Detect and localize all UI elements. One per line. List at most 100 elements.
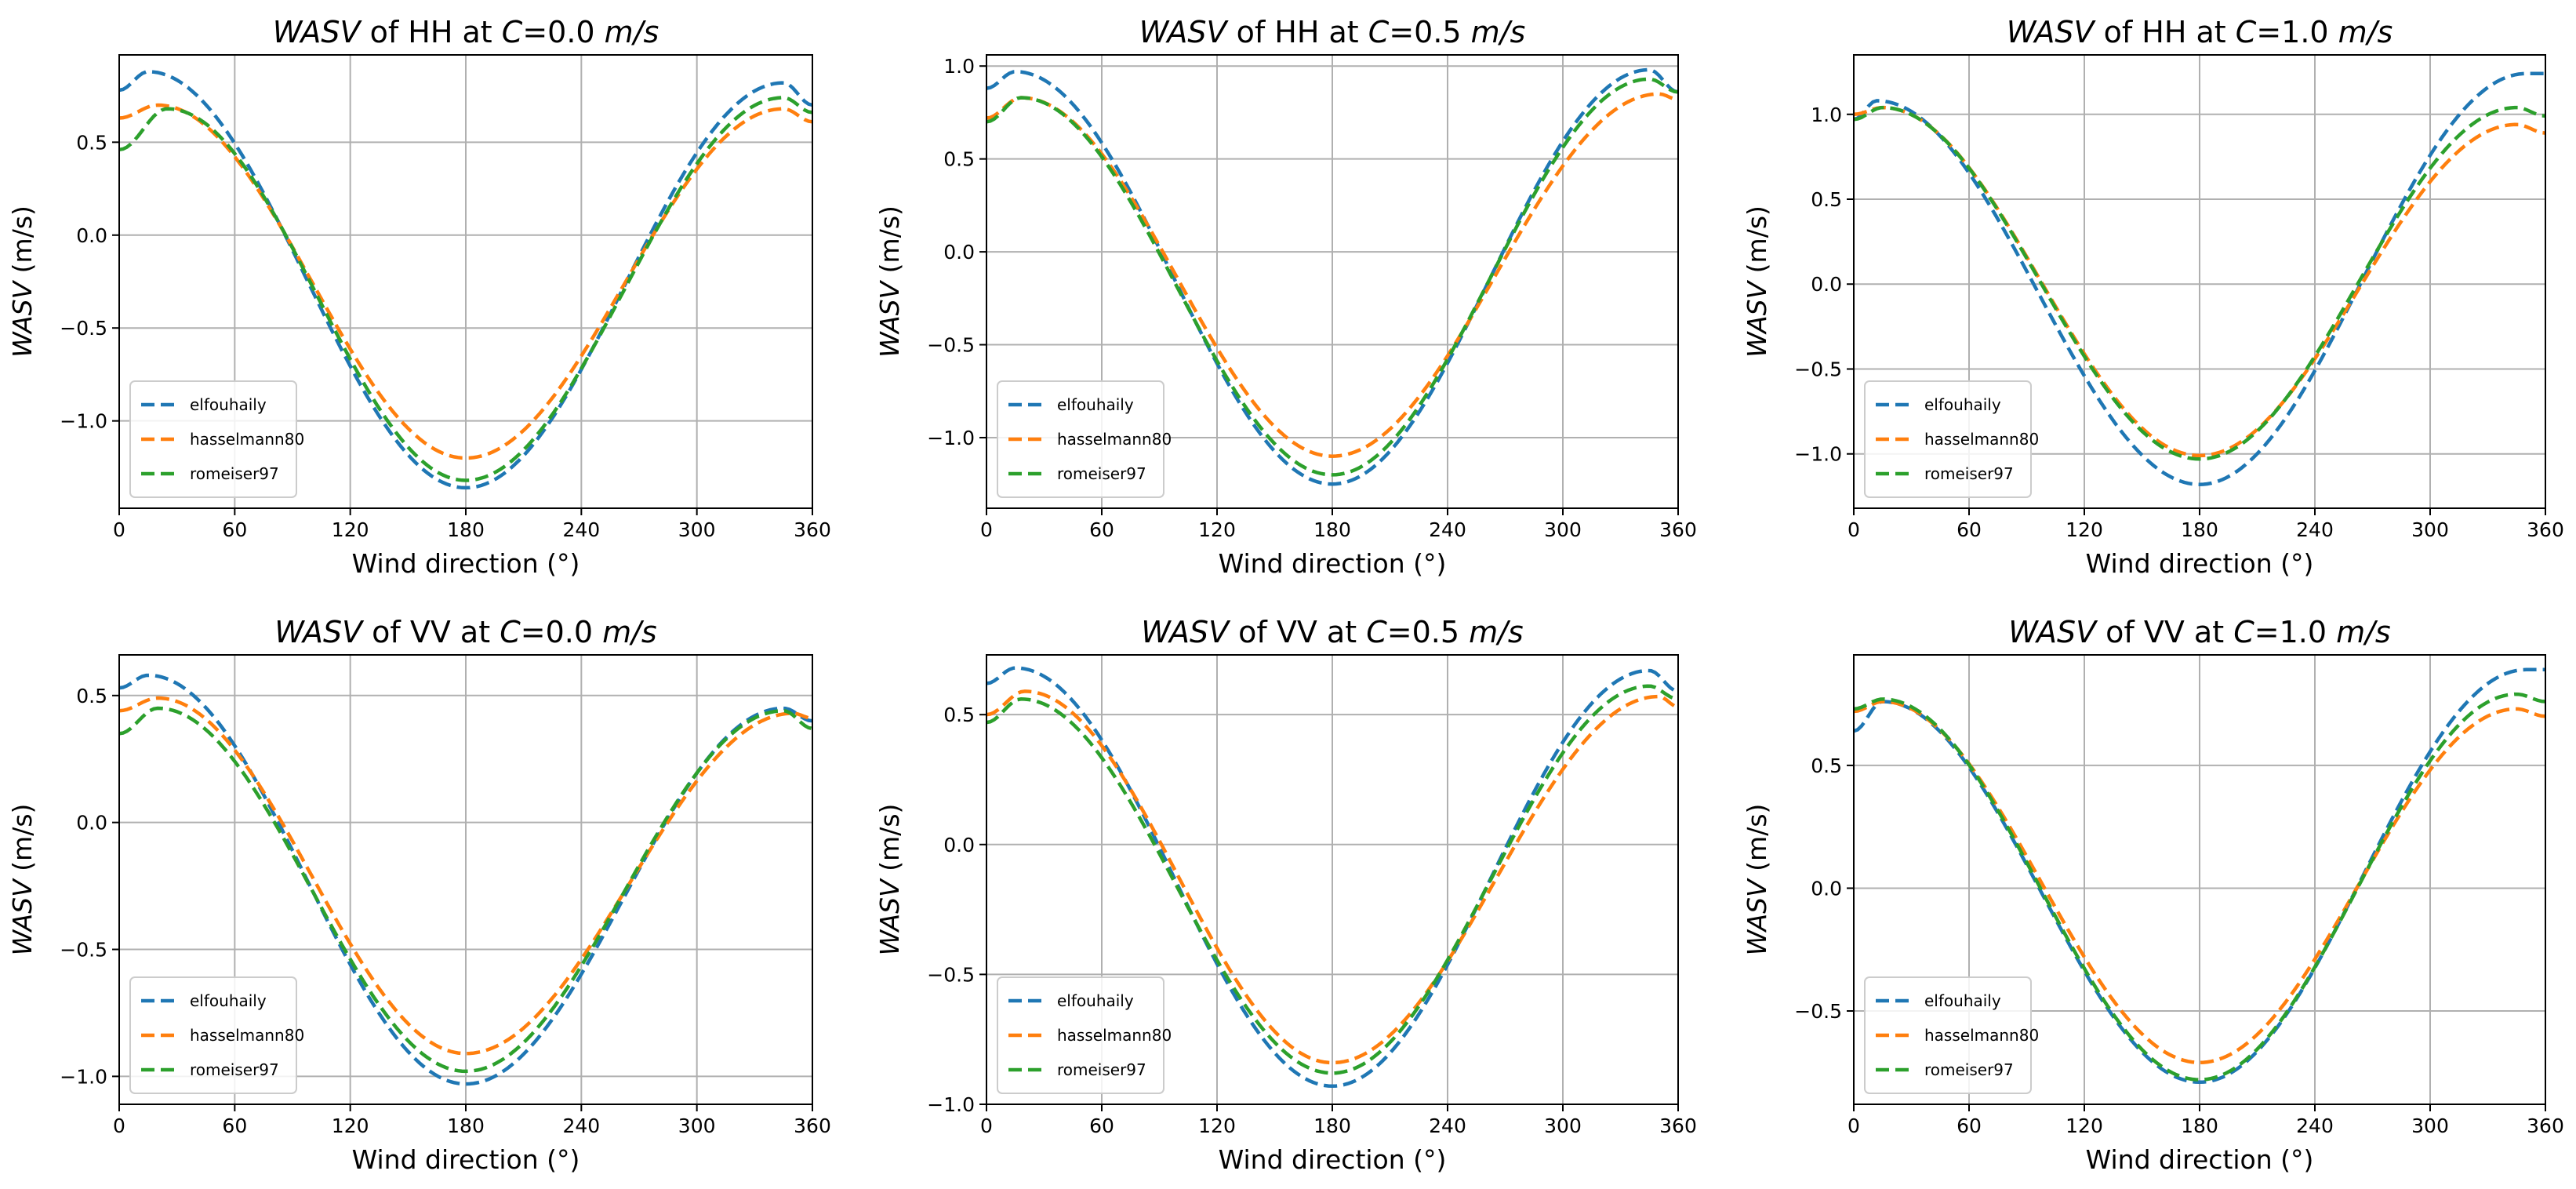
y-tick-label: 0.5 bbox=[1811, 754, 1842, 777]
panel-4: 0 60 120 180 240 300 360 −1.0 −0.5 0.0 0.5 WASV of … bbox=[7, 615, 831, 1175]
y-tick-label: −0.5 bbox=[927, 334, 975, 357]
legend-label-hasselmann80: hasselmann80 bbox=[1924, 430, 2039, 449]
series-line-romeiser97 bbox=[986, 684, 1679, 1075]
x-tick-label: 240 bbox=[1429, 1114, 1466, 1137]
y-tick-label: −1.0 bbox=[1794, 443, 1842, 466]
x-axis-label: Wind direction (°) bbox=[352, 1144, 580, 1175]
x-tick-label: 0 bbox=[1848, 518, 1860, 541]
x-axis-label: Wind direction (°) bbox=[1219, 1144, 1447, 1175]
x-tick-label: 300 bbox=[1544, 518, 1582, 541]
legend: elfouhaily hasselmann80 romeiser97 bbox=[1864, 380, 2039, 498]
y-tick-label: −0.5 bbox=[60, 317, 107, 340]
x-axis-label: Wind direction (°) bbox=[2086, 1144, 2314, 1175]
x-tick-label: 300 bbox=[678, 1114, 716, 1137]
legend-box bbox=[997, 380, 1164, 498]
series-line-romeiser97 bbox=[118, 706, 813, 1074]
x-tick-label: 180 bbox=[2181, 518, 2218, 541]
x-tick-label: 120 bbox=[2066, 1114, 2103, 1137]
chart-title: WASV of VV at C=1.0 m/s bbox=[2008, 615, 2390, 649]
y-tick-label: −0.5 bbox=[1794, 1000, 1842, 1023]
x-tick-label: 300 bbox=[678, 518, 716, 541]
legend-label-hasselmann80: hasselmann80 bbox=[190, 1026, 304, 1045]
panel-1: 0 60 120 180 240 300 360 −1.0 −0.5 0.0 0.5 WASV of … bbox=[7, 15, 831, 579]
y-tick-label: −1.0 bbox=[927, 1093, 975, 1116]
legend: elfouhaily hasselmann80 romeiser97 bbox=[997, 976, 1172, 1094]
legend-label-hasselmann80: hasselmann80 bbox=[1057, 1026, 1172, 1045]
y-tick-label: 0.5 bbox=[943, 148, 975, 171]
x-tick-label: 0 bbox=[980, 1114, 993, 1137]
legend-label-romeiser97: romeiser97 bbox=[1924, 1060, 2014, 1079]
legend-label-elfouhaily: elfouhaily bbox=[1924, 395, 2001, 414]
y-tick-label: 0.5 bbox=[76, 685, 107, 707]
y-tick-label: −0.5 bbox=[1794, 358, 1842, 380]
y-axis-label: WASV (m/s) bbox=[1742, 205, 1772, 358]
y-tick-label: 0.0 bbox=[943, 834, 975, 856]
series-line-elfouhaily bbox=[1853, 71, 2545, 486]
x-axis-label: Wind direction (°) bbox=[1219, 548, 1447, 579]
y-tick-label: 0.5 bbox=[943, 704, 975, 726]
y-tick-label: −1.0 bbox=[60, 410, 107, 433]
x-tick-label: 240 bbox=[562, 1114, 600, 1137]
legend: elfouhaily hasselmann80 romeiser97 bbox=[1864, 976, 2039, 1094]
legend-box bbox=[129, 976, 297, 1094]
x-tick-label: 300 bbox=[1544, 1114, 1582, 1137]
y-axis-label: WASV (m/s) bbox=[7, 804, 38, 956]
y-axis-label: WASV (m/s) bbox=[874, 804, 905, 956]
x-tick-label: 60 bbox=[1957, 1114, 1982, 1137]
panel-3: 0 60 120 180 240 300 360 −1.0 −0.5 0.0 0.5 1.0 WASV … bbox=[1742, 15, 2564, 579]
y-tick-label: 0.0 bbox=[76, 224, 107, 247]
legend: elfouhaily hasselmann80 romeiser97 bbox=[997, 380, 1172, 498]
x-tick-label: 60 bbox=[222, 518, 247, 541]
chart-title: WASV of HH at C=0.0 m/s bbox=[273, 15, 659, 49]
panel-6: 0 60 120 180 240 300 360 −0.5 0.0 0.5 WASV of VV a… bbox=[1742, 615, 2564, 1175]
series-line-romeiser97 bbox=[1853, 692, 2546, 1082]
legend-label-romeiser97: romeiser97 bbox=[190, 1060, 279, 1079]
legend-label-elfouhaily: elfouhaily bbox=[1924, 991, 2001, 1010]
y-tick-label: 0.5 bbox=[1811, 188, 1842, 211]
x-tick-label: 120 bbox=[332, 1114, 369, 1137]
x-tick-label: 120 bbox=[1198, 1114, 1236, 1137]
legend-box bbox=[997, 976, 1164, 1094]
y-tick-label: 0.0 bbox=[1811, 273, 1842, 296]
y-tick-label: 0.5 bbox=[76, 131, 107, 154]
x-tick-label: 180 bbox=[447, 518, 485, 541]
x-tick-label: 60 bbox=[1089, 518, 1114, 541]
legend-box bbox=[129, 380, 297, 498]
series-line-romeiser97 bbox=[118, 96, 813, 482]
panel-2: 0 60 120 180 240 300 360 −1.0 −0.5 0.0 0.5 1.0 WASV … bbox=[874, 15, 1697, 579]
y-axis-label: WASV (m/s) bbox=[874, 205, 905, 358]
x-tick-label: 360 bbox=[794, 518, 831, 541]
legend-label-elfouhaily: elfouhaily bbox=[1057, 395, 1134, 414]
x-axis-label: Wind direction (°) bbox=[352, 548, 580, 579]
legend-label-romeiser97: romeiser97 bbox=[1924, 464, 2014, 483]
chart-title: WASV of VV at C=0.0 m/s bbox=[274, 615, 656, 649]
x-tick-label: 120 bbox=[332, 518, 369, 541]
series-line-romeiser97 bbox=[986, 77, 1679, 477]
legend: elfouhaily hasselmann80 romeiser97 bbox=[129, 976, 304, 1094]
chart-title: WASV of HH at C=1.0 m/s bbox=[2007, 15, 2393, 49]
legend-label-elfouhaily: elfouhaily bbox=[190, 395, 267, 414]
x-tick-label: 60 bbox=[222, 1114, 247, 1137]
y-tick-label: 1.0 bbox=[943, 55, 975, 78]
x-tick-label: 240 bbox=[2296, 518, 2334, 541]
y-tick-label: 0.0 bbox=[1811, 877, 1842, 900]
y-tick-label: 0.0 bbox=[76, 812, 107, 834]
y-axis-label: WASV (m/s) bbox=[1742, 804, 1772, 956]
legend-label-romeiser97: romeiser97 bbox=[1057, 1060, 1146, 1079]
x-tick-label: 180 bbox=[2181, 1114, 2218, 1137]
x-axis-label: Wind direction (°) bbox=[2086, 548, 2314, 579]
x-tick-label: 360 bbox=[1659, 518, 1697, 541]
legend-label-elfouhaily: elfouhaily bbox=[190, 991, 267, 1010]
x-tick-label: 240 bbox=[562, 518, 600, 541]
legend: elfouhaily hasselmann80 romeiser97 bbox=[129, 380, 304, 498]
x-tick-label: 60 bbox=[1089, 1114, 1114, 1137]
y-tick-label: 1.0 bbox=[1811, 104, 1842, 126]
series-line-hasselmann80 bbox=[118, 696, 813, 1056]
x-tick-label: 0 bbox=[980, 518, 993, 541]
x-tick-label: 300 bbox=[2411, 1114, 2449, 1137]
y-tick-label: −0.5 bbox=[60, 939, 107, 962]
x-tick-label: 180 bbox=[1313, 1114, 1351, 1137]
legend-label-hasselmann80: hasselmann80 bbox=[1924, 1026, 2039, 1045]
legend-label-hasselmann80: hasselmann80 bbox=[1057, 430, 1172, 449]
series-line-elfouhaily bbox=[986, 666, 1679, 1089]
